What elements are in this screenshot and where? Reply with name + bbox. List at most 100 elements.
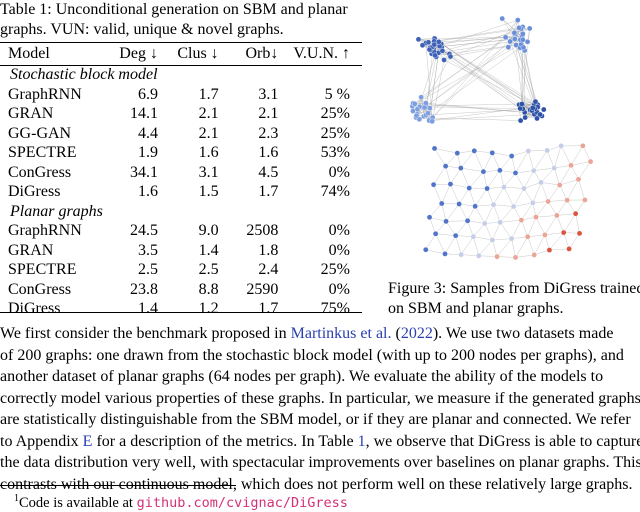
graph-edge bbox=[547, 150, 554, 168]
graph-edge bbox=[473, 237, 478, 256]
graph-edge bbox=[436, 234, 456, 236]
cell-model: SPECTRE bbox=[8, 143, 103, 163]
graph-node bbox=[530, 200, 535, 205]
cell-vun: 0% bbox=[284, 221, 356, 241]
graph-node bbox=[545, 148, 550, 153]
table-row: GraphRNN 24.5 9.0 2508 0% bbox=[8, 221, 356, 241]
graph-edge bbox=[459, 188, 469, 204]
graph-node bbox=[552, 165, 557, 170]
figure-caption-line1: Figure 3: Samples from DiGress trained bbox=[388, 279, 640, 299]
table-row: ConGress 34.1 3.1 4.5 0% bbox=[8, 163, 356, 183]
cell-orb: 2.3 bbox=[225, 124, 285, 144]
table-row: DiGress 1.6 1.5 1.7 74% bbox=[8, 182, 356, 202]
header-deg: Deg ↓ bbox=[103, 43, 163, 65]
body-text-span: , we observe that DiGress is able to cap… bbox=[366, 433, 640, 450]
graph-node bbox=[520, 31, 525, 36]
graph-node bbox=[481, 169, 486, 174]
graph-edge bbox=[461, 168, 484, 172]
graph-node bbox=[525, 234, 530, 239]
graph-node bbox=[476, 253, 481, 258]
graph-node bbox=[471, 234, 476, 239]
graph-node bbox=[427, 47, 432, 52]
graph-edge bbox=[494, 187, 504, 205]
graph-edge bbox=[554, 146, 561, 168]
cell-deg: 1.6 bbox=[103, 182, 163, 202]
graph-edge bbox=[541, 182, 560, 185]
table-row: SPECTRE 2.5 2.5 2.4 25% bbox=[8, 260, 356, 280]
table-caption-line2: graphs. VUN: valid, unique & novel graph… bbox=[0, 20, 370, 40]
cell-clus: 1.2 bbox=[164, 299, 225, 319]
graph-node bbox=[500, 16, 505, 21]
graph-edge bbox=[434, 166, 446, 184]
section-title-planar: Planar graphs bbox=[8, 202, 356, 222]
graph-node bbox=[455, 151, 460, 156]
figure-caption-line2: on SBM and planar graphs. bbox=[388, 299, 640, 319]
graph-edge bbox=[549, 249, 569, 250]
graph-node bbox=[577, 231, 582, 236]
graph-edge bbox=[434, 185, 442, 204]
graph-edge bbox=[504, 187, 524, 188]
header-model: Model bbox=[8, 43, 103, 65]
graph-node bbox=[472, 148, 477, 153]
results-table: Model Deg ↓ Clus ↓ Orb↓ V.U.N. ↑ Stochas… bbox=[8, 43, 356, 319]
graph-edge bbox=[528, 150, 547, 151]
graph-node bbox=[506, 45, 511, 50]
graph-node bbox=[525, 39, 530, 44]
graph-edge bbox=[469, 172, 483, 188]
footnote-url-link[interactable]: github.com/cvignac/DiGress bbox=[137, 495, 348, 511]
body-line: correctly model various properties of th… bbox=[0, 388, 640, 410]
citation-year-link[interactable]: 2022 bbox=[401, 325, 433, 342]
table-row: SPECTRE 1.9 1.6 1.6 53% bbox=[8, 143, 356, 163]
graph-edge bbox=[521, 203, 533, 220]
cell-deg: 1.4 bbox=[103, 299, 163, 319]
cell-vun: 25% bbox=[284, 104, 356, 124]
graph-edge bbox=[436, 234, 445, 254]
graph-node bbox=[559, 143, 564, 148]
graph-node bbox=[423, 247, 428, 252]
graph-edge bbox=[445, 236, 456, 254]
body-paragraph: We first consider the benchmark proposed… bbox=[0, 323, 640, 495]
figure-caption: Figure 3: Samples from DiGress trained o… bbox=[388, 279, 640, 319]
graph-edge bbox=[571, 162, 591, 166]
graph-node bbox=[491, 202, 496, 207]
graph-edge bbox=[514, 189, 524, 207]
graph-edge bbox=[485, 205, 494, 224]
graph-node bbox=[515, 18, 520, 23]
graph-edge bbox=[500, 222, 511, 238]
cell-orb: 4.5 bbox=[225, 163, 285, 183]
sbm-graph-sample bbox=[410, 16, 547, 124]
cell-deg: 2.5 bbox=[103, 260, 163, 280]
table-caption: Table 1: Unconditional generation on SBM… bbox=[0, 0, 370, 40]
graph-node bbox=[568, 163, 573, 168]
appendix-link[interactable]: E bbox=[83, 433, 93, 450]
graph-edge bbox=[497, 239, 512, 257]
cell-deg: 23.8 bbox=[103, 280, 163, 300]
table-row: ConGress 23.8 8.8 2590 0% bbox=[8, 280, 356, 300]
graph-edge bbox=[461, 237, 473, 255]
graph-edge bbox=[569, 233, 579, 249]
cell-vun: 25% bbox=[284, 260, 356, 280]
body-line: another dataset of planar graphs (64 nod… bbox=[0, 366, 640, 388]
graph-node bbox=[443, 219, 448, 224]
graph-edge bbox=[474, 151, 483, 172]
graph-edge bbox=[548, 200, 567, 201]
graph-edge bbox=[426, 250, 445, 254]
section-row-sbm: Stochastic block model bbox=[8, 65, 356, 85]
footnote: 1Code is available at github.com/cvignac… bbox=[14, 490, 348, 512]
graph-edge bbox=[479, 240, 493, 256]
graph-edge bbox=[548, 185, 560, 201]
graph-node bbox=[426, 40, 431, 45]
graph-edge bbox=[534, 168, 554, 171]
graph-node bbox=[442, 251, 447, 256]
citation-link[interactable]: Martinkus et al. bbox=[291, 325, 392, 342]
cell-orb: 2.4 bbox=[225, 260, 285, 280]
graph-node bbox=[588, 159, 593, 164]
cell-model: GG-GAN bbox=[8, 124, 103, 144]
table-row: GRAN 14.1 2.1 2.1 25% bbox=[8, 104, 356, 124]
graph-edge bbox=[512, 220, 522, 239]
graph-node bbox=[509, 236, 514, 241]
table-ref-link[interactable]: 1 bbox=[358, 433, 366, 450]
footnote-text: Code is available at bbox=[19, 495, 137, 511]
graph-node bbox=[582, 197, 587, 202]
graph-node bbox=[519, 101, 524, 106]
